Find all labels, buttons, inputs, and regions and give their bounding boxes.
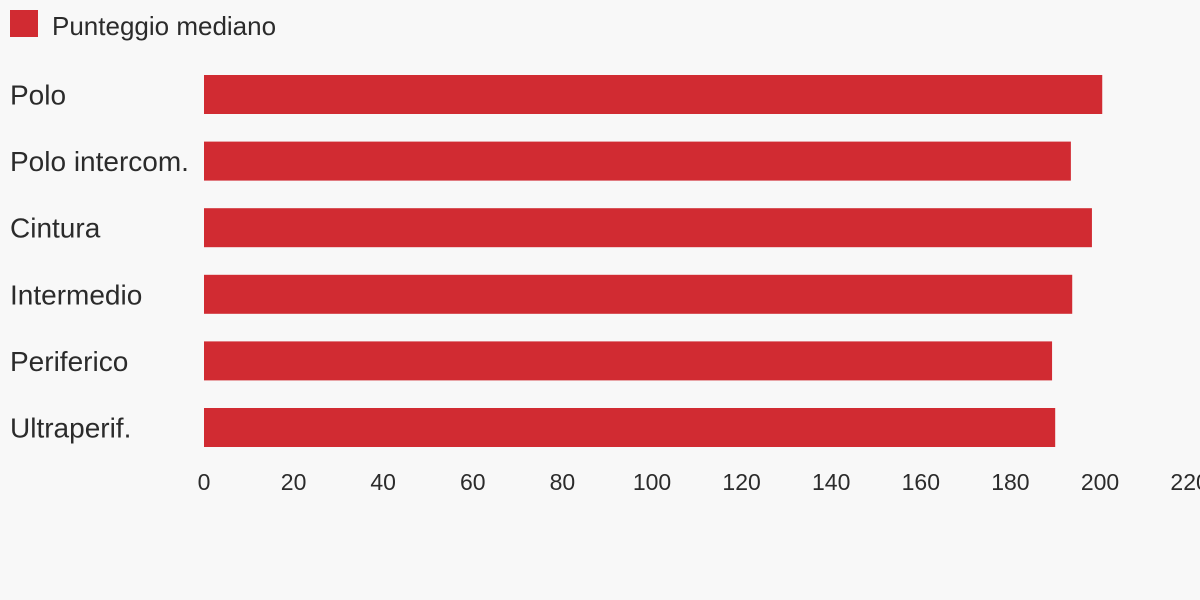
category-label: Periferico	[10, 346, 128, 377]
x-tick-label: 220	[1170, 469, 1200, 495]
x-tick-label: 120	[722, 469, 760, 495]
bar	[204, 408, 1056, 447]
x-tick-label: 0	[198, 469, 211, 495]
bar	[204, 208, 1092, 248]
legend-label: Punteggio mediano	[52, 11, 276, 41]
x-tick-label: 60	[460, 469, 486, 495]
x-tick-label: 160	[902, 469, 940, 495]
x-tick-label: 80	[550, 469, 576, 495]
category-labels: Polo Polo intercom. Cintura Intermedio Perif…	[10, 80, 189, 444]
category-label: Ultraperif.	[10, 413, 131, 444]
bar	[204, 141, 1071, 181]
x-tick-label: 200	[1081, 469, 1119, 495]
legend: Punteggio mediano	[10, 10, 276, 41]
bar	[204, 75, 1103, 114]
category-label: Polo	[10, 80, 66, 111]
x-tick-label: 180	[991, 469, 1029, 495]
legend-swatch	[10, 10, 38, 37]
x-tick-label: 40	[370, 469, 396, 495]
category-label: Polo intercom.	[10, 146, 189, 177]
x-tick-label: 140	[812, 469, 850, 495]
bar	[204, 341, 1053, 381]
x-axis-tick-labels: 0 20 40 60 80 100 120 140 160 180 200 220	[198, 469, 1200, 495]
category-label: Intermedio	[10, 279, 142, 310]
bars	[204, 75, 1103, 447]
x-tick-label: 100	[633, 469, 671, 495]
x-tick-label: 20	[281, 469, 307, 495]
bar	[204, 274, 1073, 314]
category-label: Cintura	[10, 213, 101, 244]
